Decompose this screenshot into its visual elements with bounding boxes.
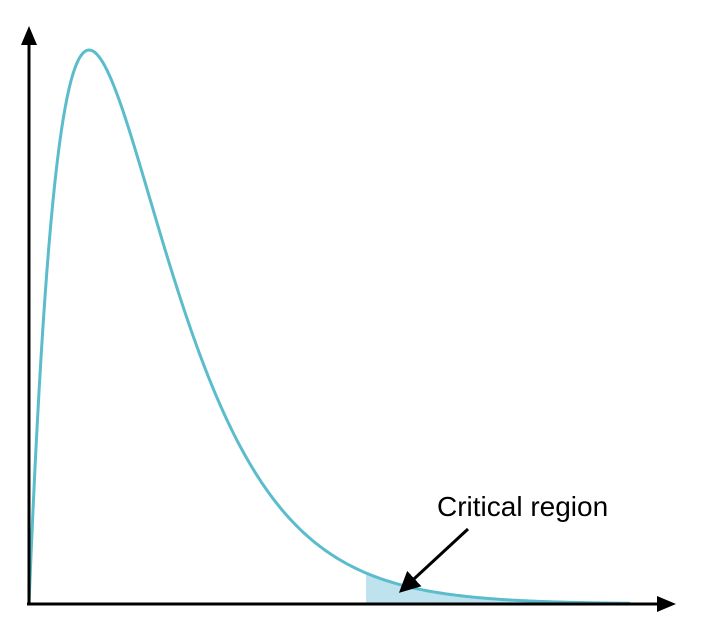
critical-region-shade (366, 573, 630, 604)
distribution-curve (27, 48, 631, 605)
critical-region-label: Critical region (437, 491, 608, 522)
critical-region-pointer (398, 527, 470, 593)
x-axis-arrowhead (657, 596, 676, 612)
y-axis-arrowhead (21, 26, 37, 45)
